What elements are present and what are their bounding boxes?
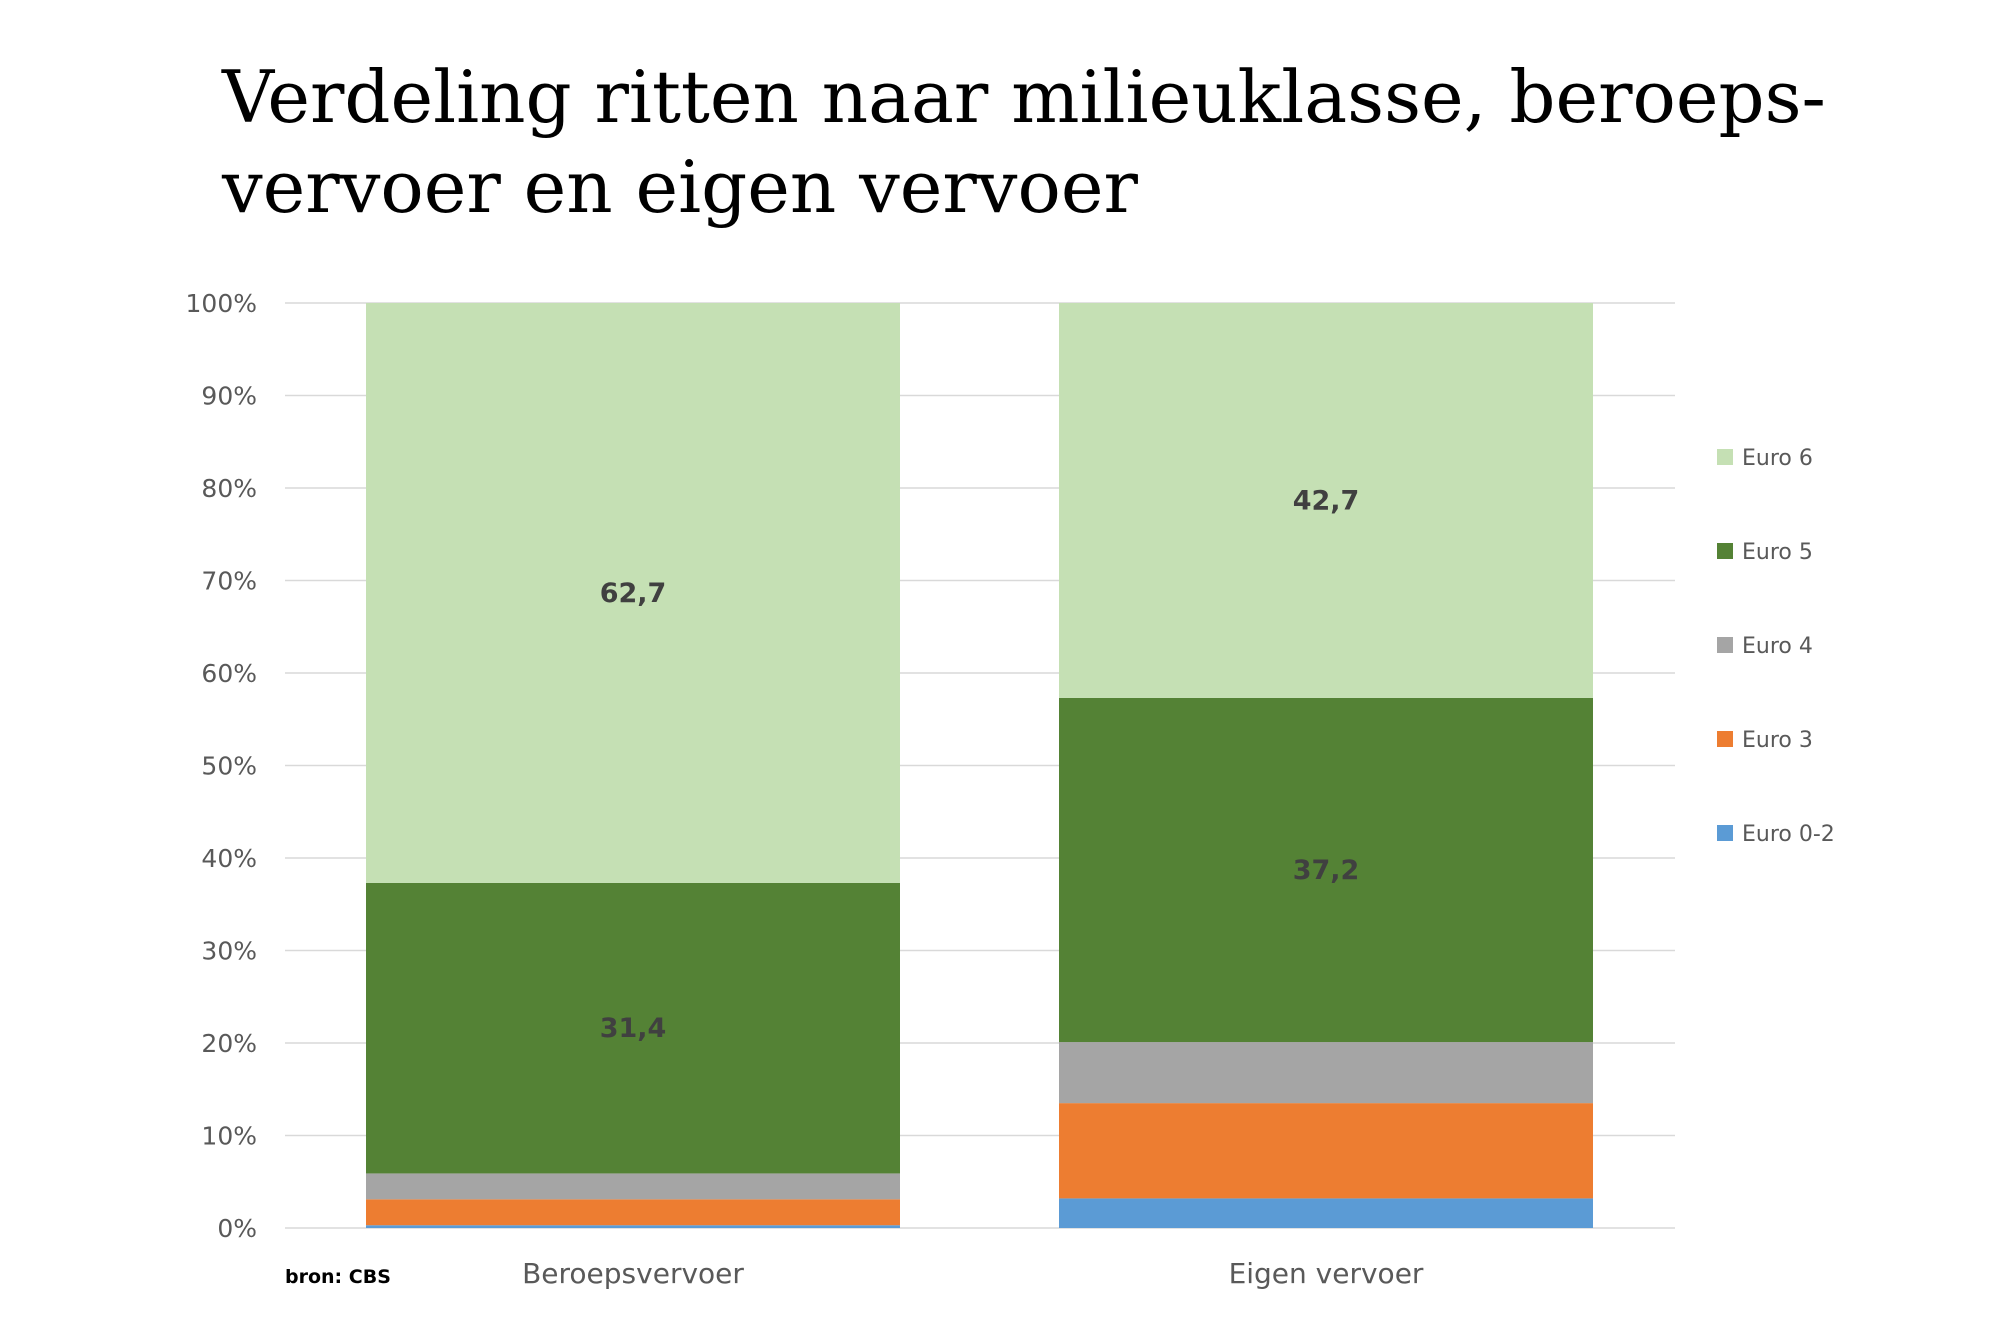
bar-segment — [1059, 1103, 1593, 1199]
x-category-label: Beroepsvervoer — [522, 1257, 744, 1290]
y-tick-label: 100% — [186, 289, 257, 318]
data-labels: 31,4 62,7 37,2 42,7 — [600, 485, 1360, 1044]
legend-label: Euro 4 — [1742, 634, 1813, 659]
y-tick-label: 20% — [201, 1029, 257, 1058]
bar-segment — [1059, 1042, 1593, 1104]
source-note: bron: CBS — [285, 1266, 391, 1288]
legend-swatch — [1717, 825, 1733, 841]
x-axis-categories: Beroepsvervoer Eigen vervoer — [522, 1257, 1424, 1290]
legend-swatch — [1717, 637, 1733, 653]
data-label: 37,2 — [1293, 855, 1360, 886]
bar-segment — [1059, 697, 1593, 1043]
bar-segment — [366, 1199, 900, 1226]
legend-label: Euro 0-2 — [1742, 822, 1835, 847]
title-line-1: Verdeling ritten naar milieuklasse, bero… — [222, 55, 1826, 139]
legend-swatch — [1717, 543, 1733, 559]
chart-title: Verdeling ritten naar milieuklasse, bero… — [222, 52, 1922, 232]
bar-segment — [366, 1173, 900, 1200]
legend-label: Euro 6 — [1742, 446, 1813, 471]
y-axis-ticks: 0% 10% 20% 30% 40% 50% 60% 70% 80% 90% 100% — [186, 289, 257, 1243]
y-tick-label: 50% — [201, 752, 257, 781]
bars — [366, 303, 1593, 1228]
y-tick-label: 80% — [201, 474, 257, 503]
data-label: 62,7 — [600, 578, 667, 609]
y-tick-label: 40% — [201, 844, 257, 873]
y-tick-label: 10% — [201, 1122, 257, 1151]
legend-swatch — [1717, 449, 1733, 465]
y-tick-label: 90% — [201, 382, 257, 411]
legend-swatch — [1717, 731, 1733, 747]
legend-label: Euro 5 — [1742, 540, 1813, 565]
title-line-2: vervoer en eigen vervoer — [222, 145, 1138, 229]
bar-segment — [366, 303, 900, 883]
y-tick-label: 30% — [201, 937, 257, 966]
y-tick-label: 60% — [201, 659, 257, 688]
legend-label: Euro 3 — [1742, 728, 1813, 753]
bar-segment — [366, 1225, 900, 1228]
bar-segment — [1059, 303, 1593, 698]
data-label: 42,7 — [1293, 485, 1360, 516]
y-tick-label: 0% — [217, 1214, 257, 1243]
bar-segment — [1059, 1198, 1593, 1228]
legend: Euro 6 Euro 5 Euro 4 Euro 3 Euro 0-2 — [1717, 446, 1835, 847]
bar-segment — [366, 882, 900, 1174]
y-tick-label: 70% — [201, 567, 257, 596]
data-label: 31,4 — [600, 1013, 667, 1044]
x-category-label: Eigen vervoer — [1229, 1257, 1424, 1290]
